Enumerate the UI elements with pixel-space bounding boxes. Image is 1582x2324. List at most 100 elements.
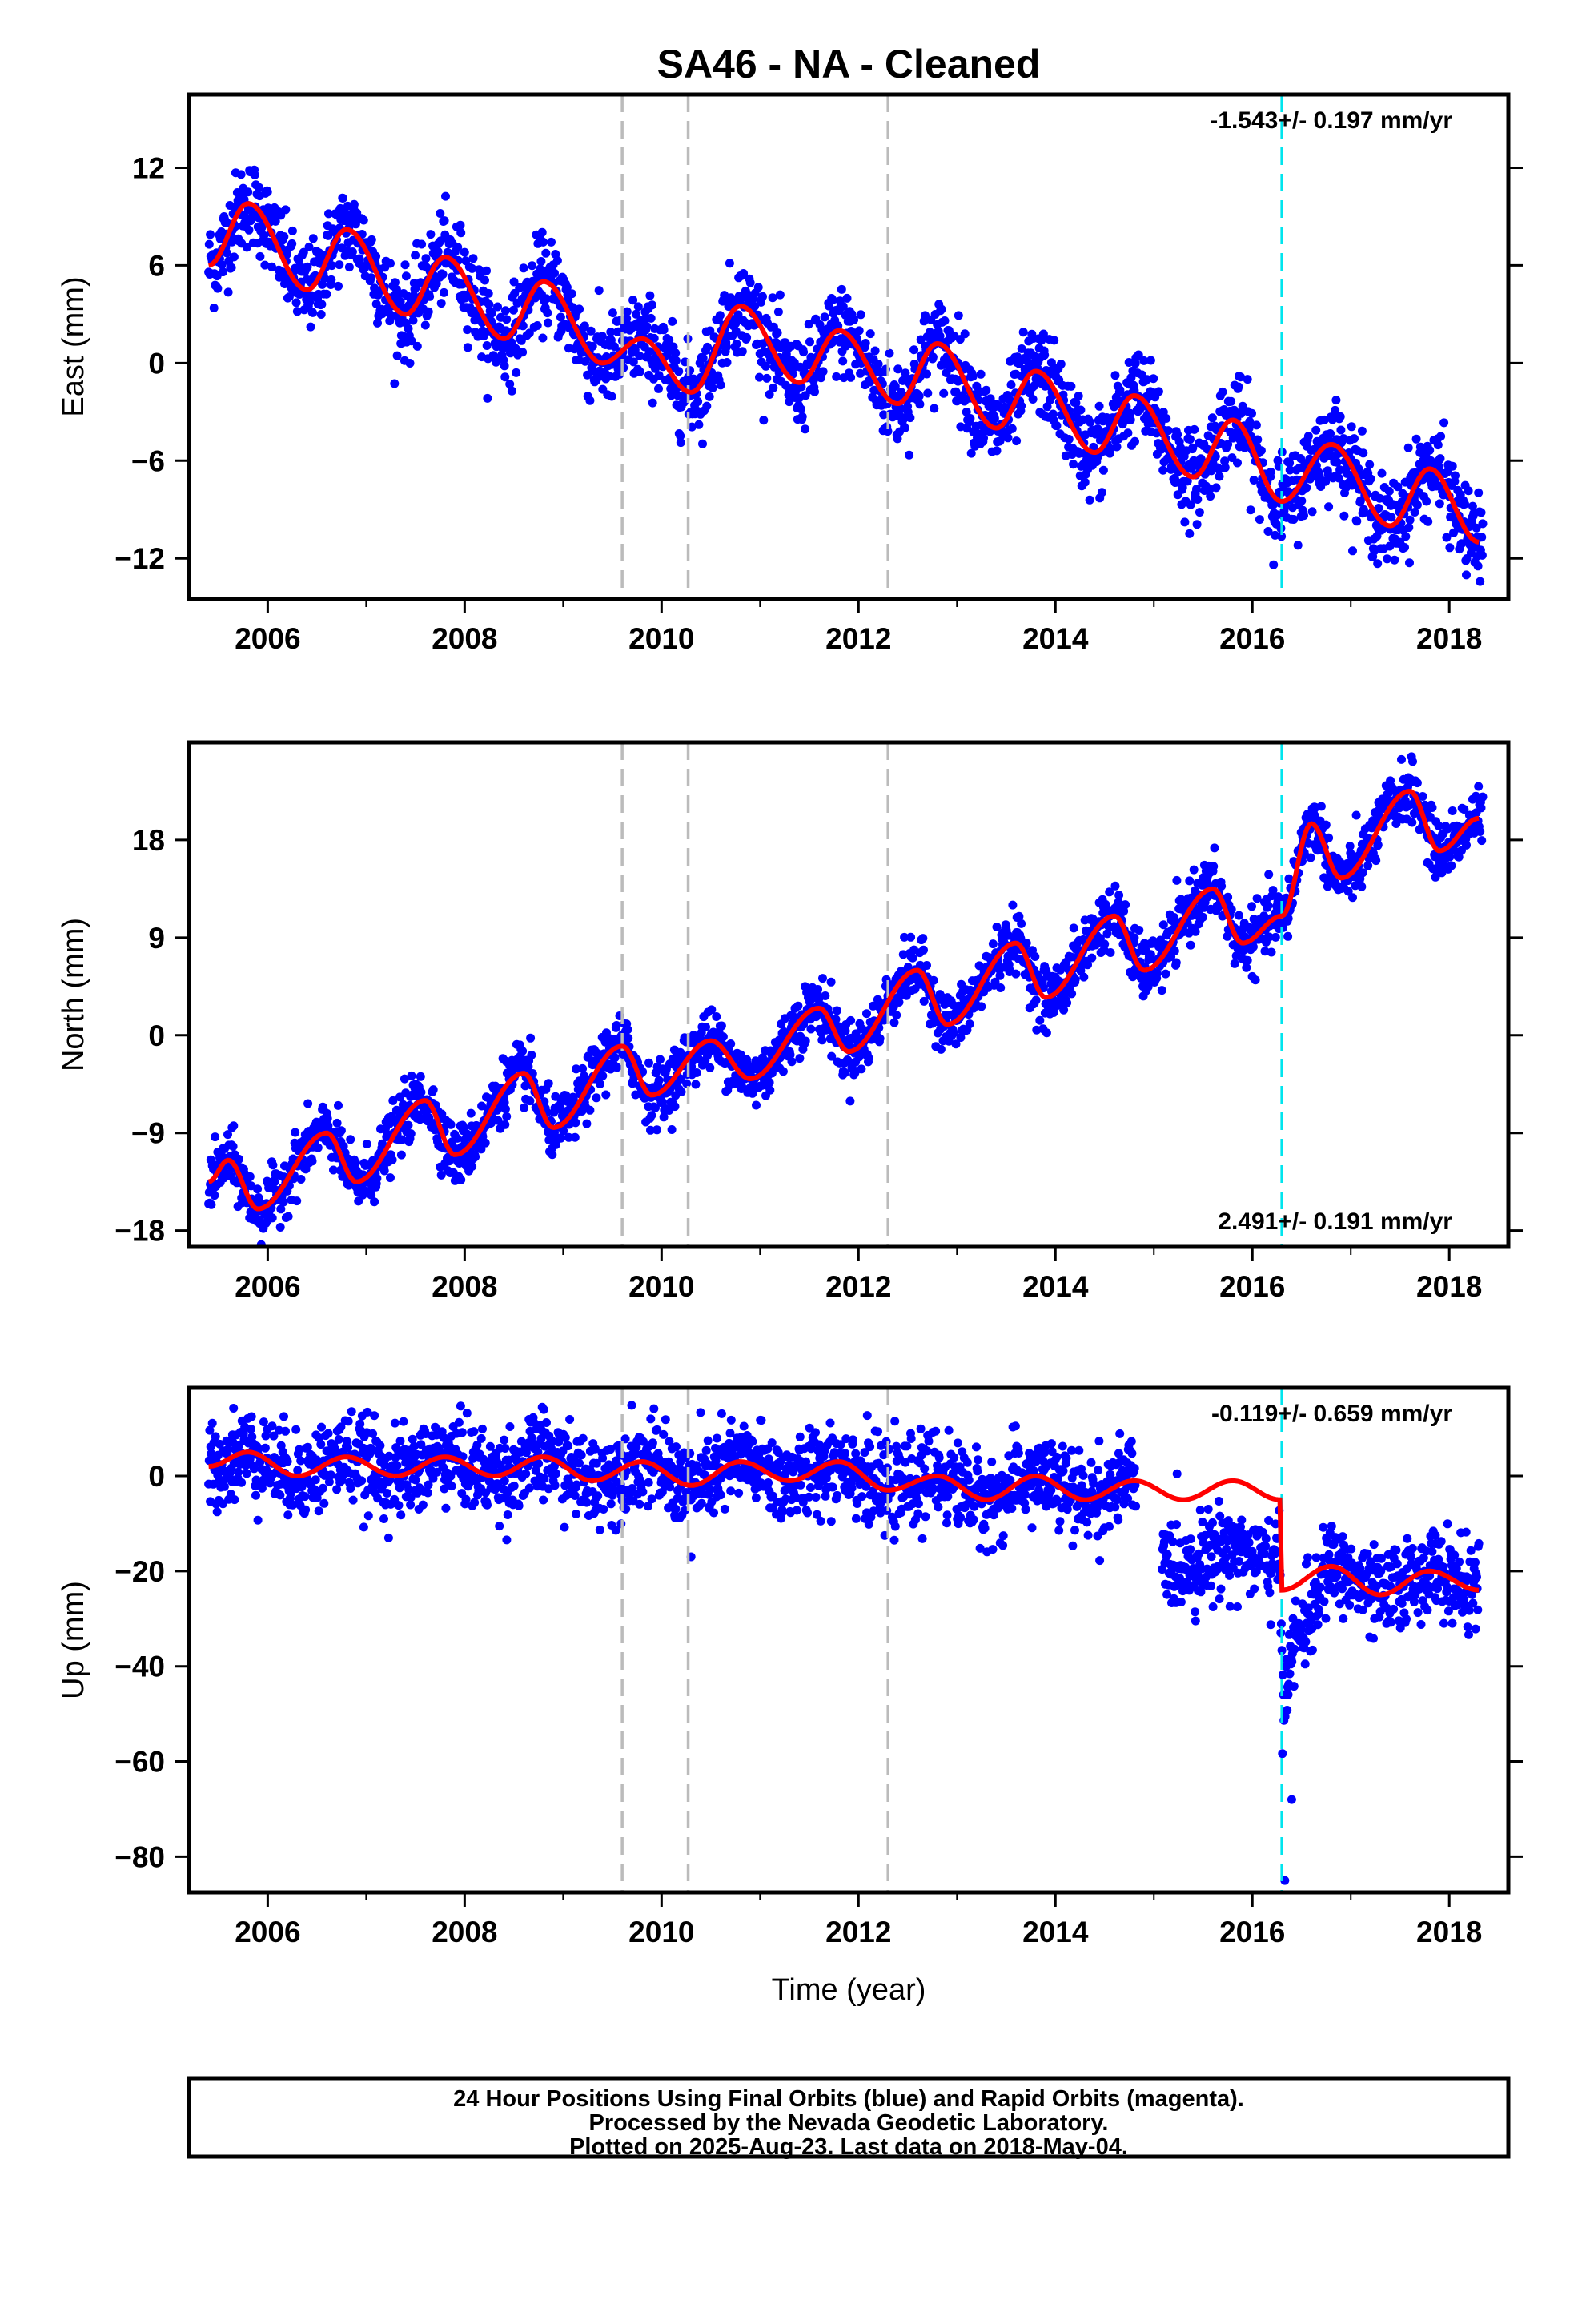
- data-point: [810, 387, 819, 396]
- data-point: [1062, 998, 1072, 1007]
- data-point: [211, 1432, 220, 1441]
- data-point: [1018, 328, 1028, 337]
- data-point: [1474, 488, 1484, 497]
- data-point: [205, 1425, 215, 1435]
- data-point: [1185, 876, 1195, 886]
- data-point: [842, 293, 852, 303]
- data-point: [1434, 821, 1443, 830]
- data-point: [518, 348, 528, 357]
- data-point: [592, 1093, 601, 1103]
- data-point: [335, 260, 344, 270]
- data-point: [250, 170, 259, 179]
- data-point: [1017, 344, 1026, 353]
- data-point: [367, 235, 376, 244]
- data-point: [1192, 485, 1201, 494]
- data-point: [1299, 511, 1308, 521]
- data-point: [1477, 550, 1487, 560]
- data-point: [1102, 929, 1112, 939]
- data-point: [1040, 350, 1050, 360]
- data-point: [930, 404, 939, 413]
- data-point: [693, 396, 703, 406]
- data-point: [1243, 375, 1252, 384]
- y-axis-label: North (mm): [57, 918, 90, 1072]
- data-point: [1017, 401, 1026, 411]
- data-point: [453, 243, 463, 252]
- east-panel: 2006 2008 2010 2012 2014 2016 20181260−6−12Eas…: [57, 92, 1523, 655]
- data-point: [323, 1114, 332, 1124]
- data-point: [682, 1079, 692, 1088]
- data-point: [889, 1018, 899, 1027]
- data-point: [524, 328, 534, 338]
- data-point: [1269, 560, 1279, 569]
- data-point: [1220, 463, 1230, 472]
- data-point: [1126, 415, 1135, 424]
- data-point: [647, 1111, 656, 1120]
- data-point: [500, 306, 510, 316]
- data-point: [1031, 995, 1041, 1005]
- data-point: [351, 1158, 360, 1168]
- data-point: [518, 1047, 528, 1055]
- data-point: [787, 1057, 797, 1067]
- data-point: [982, 385, 991, 395]
- data-point: [543, 308, 552, 318]
- data-point: [556, 1133, 565, 1143]
- data-point: [765, 1078, 774, 1088]
- data-point: [857, 1064, 866, 1074]
- data-point: [562, 283, 572, 292]
- data-point: [1348, 893, 1357, 903]
- data-point: [1189, 865, 1199, 875]
- data-point: [919, 945, 928, 955]
- data-point: [1161, 969, 1170, 979]
- data-point: [1115, 385, 1125, 395]
- data-point: [1079, 972, 1089, 982]
- data-point: [692, 1068, 701, 1077]
- data-point: [1478, 792, 1488, 802]
- data-point: [407, 336, 416, 346]
- data-point: [685, 366, 695, 376]
- data-point: [416, 1088, 426, 1097]
- data-point: [604, 372, 614, 381]
- data-point: [436, 209, 445, 218]
- data-point: [1289, 515, 1299, 524]
- data-point: [212, 1507, 222, 1517]
- data-point: [1373, 840, 1383, 850]
- data-point: [387, 311, 396, 320]
- data-point: [512, 368, 521, 377]
- x-tick-label: 2018: [1416, 622, 1482, 655]
- data-point: [507, 386, 516, 396]
- data-point: [307, 1156, 317, 1166]
- data-point: [1234, 382, 1243, 392]
- data-point: [234, 1441, 243, 1450]
- data-point: [1285, 465, 1295, 475]
- x-tick-label: 2012: [825, 1270, 891, 1303]
- data-point: [1347, 422, 1356, 432]
- data-point: [404, 1120, 413, 1130]
- data-point: [291, 1128, 300, 1137]
- data-point: [370, 1197, 379, 1207]
- data-point: [1293, 541, 1303, 550]
- data-point: [702, 401, 712, 411]
- data-point: [1083, 960, 1092, 970]
- data-point: [691, 1080, 701, 1089]
- data-point: [966, 414, 975, 423]
- data-point: [1227, 396, 1236, 406]
- data-point: [805, 337, 814, 347]
- data-point: [698, 439, 707, 448]
- data-point: [1345, 842, 1355, 851]
- data-point: [383, 1129, 391, 1139]
- data-point: [551, 1140, 560, 1149]
- data-point: [838, 302, 848, 311]
- data-point: [244, 225, 254, 235]
- data-point: [502, 315, 512, 324]
- data-point: [1211, 452, 1220, 461]
- data-point: [745, 278, 755, 287]
- data-point: [875, 1034, 885, 1043]
- data-point: [547, 237, 556, 247]
- data-point: [750, 302, 759, 311]
- data-point: [1243, 955, 1252, 965]
- data-point: [505, 380, 515, 389]
- data-point: [1128, 972, 1138, 982]
- data-point: [1035, 1015, 1045, 1025]
- data-point: [1263, 527, 1273, 536]
- data-point: [1105, 887, 1114, 897]
